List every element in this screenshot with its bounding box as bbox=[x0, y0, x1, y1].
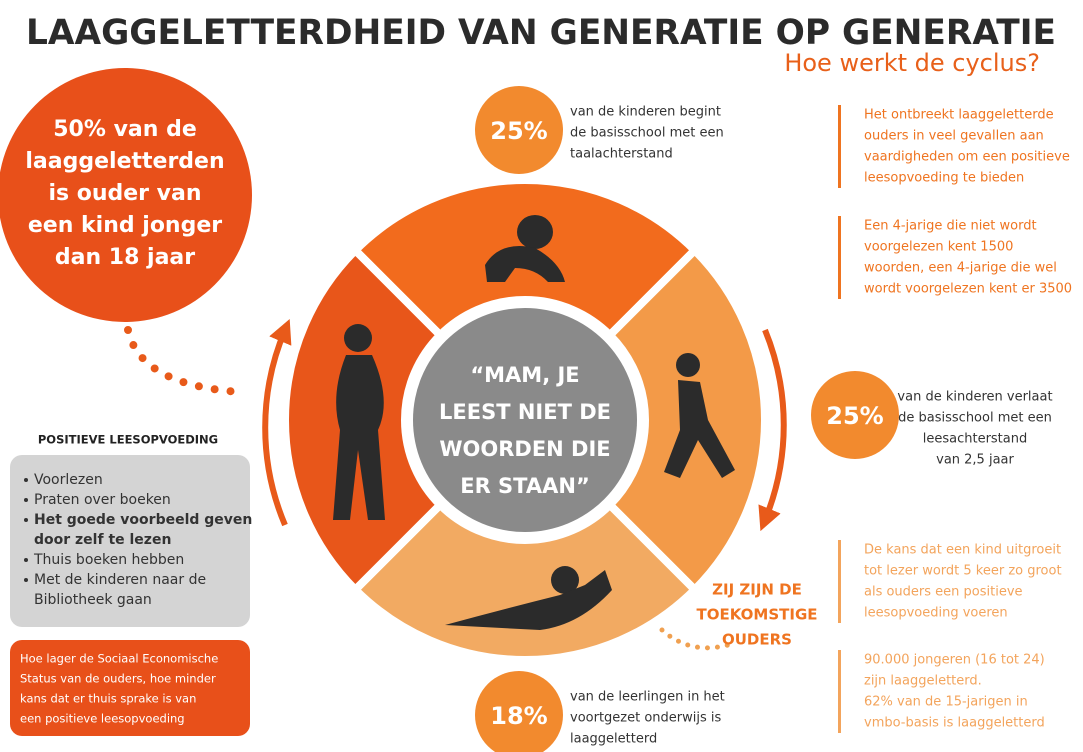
center-quote: LEEST NIET DE bbox=[439, 400, 611, 424]
stat-text: van de kinderen verlaat bbox=[897, 390, 1052, 405]
bullet bbox=[24, 498, 28, 502]
stat-text: de basisschool met een bbox=[898, 411, 1052, 426]
ses-text: Hoe lager de Sociaal Economische bbox=[20, 652, 218, 666]
center-quote: “MAM, JE bbox=[470, 363, 579, 387]
stat-value: 18% bbox=[490, 702, 547, 730]
note-text: ouders in veel gevallen aan bbox=[864, 129, 1044, 144]
note-text: woorden, een 4-jarige die wel bbox=[864, 261, 1057, 276]
note-text: leesopvoeding te bieden bbox=[864, 171, 1024, 186]
note-text: Het ontbreekt laaggeletterde bbox=[864, 108, 1054, 123]
positive-item: Met de kinderen naar de bbox=[34, 572, 206, 588]
note-bar bbox=[838, 105, 841, 188]
bullet bbox=[24, 518, 28, 522]
positive-item: Thuis boeken hebben bbox=[33, 552, 184, 568]
big-stat-text: 50% van de bbox=[53, 117, 197, 142]
stat-text: leesachterstand bbox=[923, 432, 1028, 447]
dotted-trail bbox=[662, 630, 728, 648]
bullet bbox=[24, 558, 28, 562]
big-stat-text: laaggeletterden bbox=[25, 149, 224, 174]
positive-item: Bibliotheek gaan bbox=[34, 592, 152, 608]
note-text: zijn laaggeletterd. bbox=[864, 674, 982, 689]
ses-text: kans dat er thuis sprake is van bbox=[20, 692, 196, 706]
future-parents: TOEKOMSTIGE bbox=[696, 606, 817, 624]
infographic: LAAGGELETTERDHEID VAN GENERATIE OP GENER… bbox=[0, 0, 1083, 752]
note-text: wordt voorgelezen kent er 3500 bbox=[864, 282, 1072, 297]
big-stat-text: dan 18 jaar bbox=[55, 245, 195, 270]
big-stat-text: is ouder van bbox=[48, 181, 201, 206]
note-text: 62% van de 15-jarigen in bbox=[864, 695, 1028, 710]
dotted-trail bbox=[128, 330, 240, 392]
stat-text: van de leerlingen in het bbox=[570, 690, 725, 705]
bullet bbox=[24, 478, 28, 482]
stat-value: 25% bbox=[826, 402, 883, 430]
positive-item: Het goede voorbeeld geven bbox=[34, 512, 252, 528]
stat-text: de basisschool met een bbox=[570, 126, 724, 141]
big-stat-text: een kind jonger bbox=[28, 213, 222, 238]
note-text: 90.000 jongeren (16 tot 24) bbox=[864, 653, 1045, 668]
title: LAAGGELETTERDHEID VAN GENERATIE OP GENER… bbox=[26, 13, 1056, 53]
center-quote: WOORDEN DIE bbox=[439, 437, 610, 461]
bullet bbox=[24, 578, 28, 582]
stat-text: taalachterstand bbox=[570, 147, 673, 162]
positive-heading: POSITIEVE LEESOPVOEDING bbox=[38, 433, 218, 447]
stat-text: laaggeletterd bbox=[570, 732, 657, 747]
center-quote: ER STAAN” bbox=[460, 474, 590, 498]
subtitle: Hoe werkt de cyclus? bbox=[784, 49, 1040, 77]
ses-text: een positieve leesopvoeding bbox=[20, 712, 185, 726]
ses-text: Status van de ouders, hoe minder bbox=[20, 672, 216, 686]
note-bar bbox=[838, 650, 841, 733]
stat-text: van de kinderen begint bbox=[570, 105, 721, 120]
note-bar bbox=[838, 216, 841, 299]
stat-text: van 2,5 jaar bbox=[936, 453, 1014, 468]
stat-text: voortgezet onderwijs is bbox=[570, 711, 722, 726]
positive-item: door zelf te lezen bbox=[34, 532, 171, 548]
note-text: tot lezer wordt 5 keer zo groot bbox=[864, 564, 1062, 579]
future-parents: ZIJ ZIJN DE bbox=[712, 581, 802, 599]
positive-item: Voorlezen bbox=[34, 472, 103, 488]
positive-item: Praten over boeken bbox=[34, 492, 171, 508]
note-text: vaardigheden om een positieve bbox=[864, 150, 1070, 165]
future-parents: OUDERS bbox=[722, 631, 792, 649]
note-text: leesopvoeding voeren bbox=[864, 606, 1008, 621]
note-bar bbox=[838, 540, 841, 623]
stat-value: 25% bbox=[490, 117, 547, 145]
note-text: als ouders een positieve bbox=[864, 585, 1023, 600]
note-text: vmbo-basis is laaggeletterd bbox=[864, 716, 1045, 731]
note-text: Een 4-jarige die niet wordt bbox=[864, 219, 1037, 234]
note-text: voorgelezen kent 1500 bbox=[864, 240, 1013, 255]
note-text: De kans dat een kind uitgroeit bbox=[864, 543, 1061, 558]
